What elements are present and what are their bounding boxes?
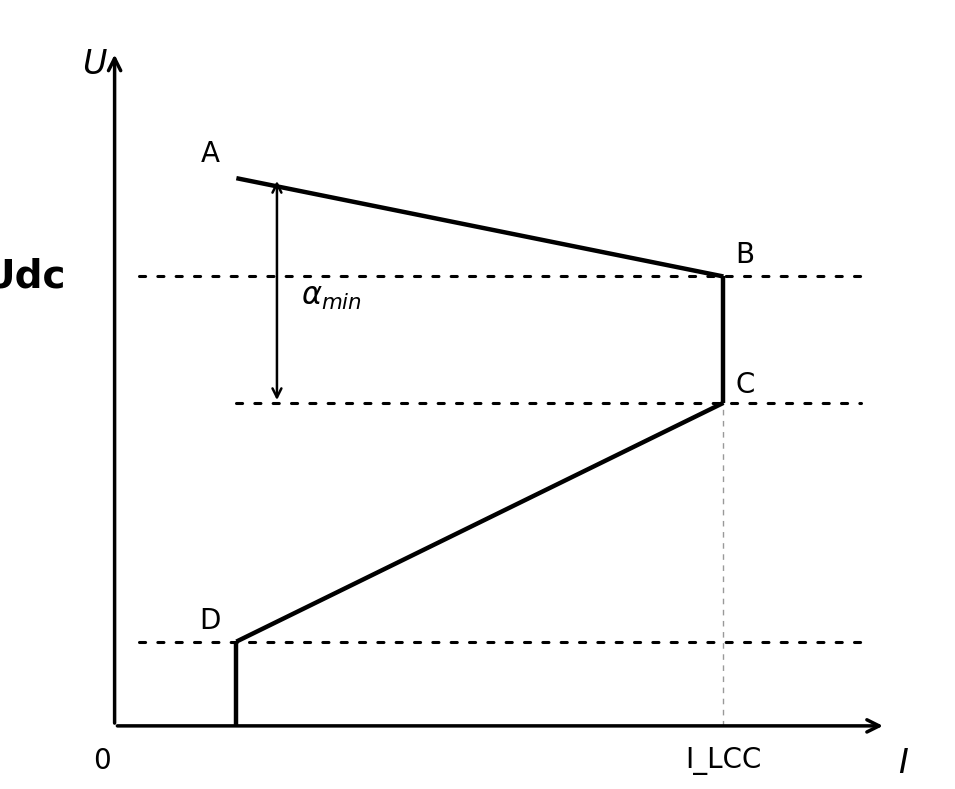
Text: B: B (735, 241, 754, 270)
Text: I: I (898, 747, 908, 780)
Text: C: C (735, 372, 755, 399)
Text: Udc: Udc (0, 257, 66, 295)
Text: D: D (199, 607, 220, 634)
Text: I_LCC: I_LCC (686, 747, 761, 775)
Text: A: A (202, 140, 220, 167)
Text: $\alpha_{min}$: $\alpha_{min}$ (302, 283, 362, 312)
Text: 0: 0 (94, 747, 112, 775)
Text: U: U (82, 48, 107, 81)
